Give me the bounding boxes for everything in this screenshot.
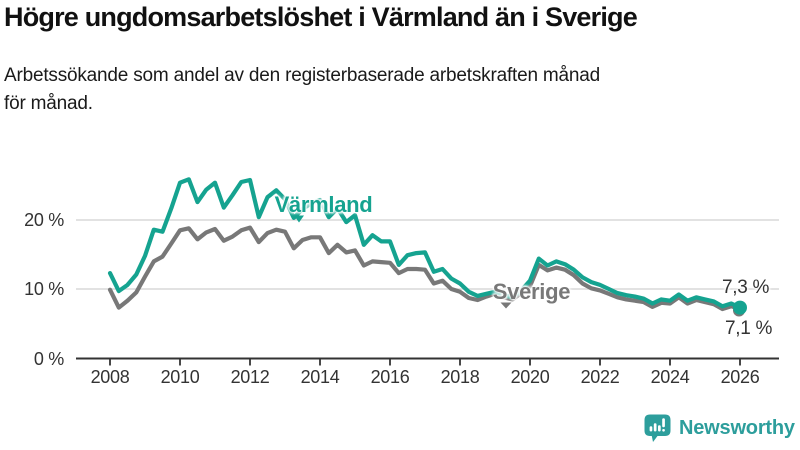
subtitle-line-2: för månad. — [4, 93, 93, 114]
x-axis-label: 2008 — [90, 367, 130, 387]
end-dot-varmland — [733, 300, 747, 315]
x-axis-label: 2022 — [580, 367, 620, 387]
series-line-vrmland — [107, 177, 743, 310]
chart-title: Högre ungdomsarbetslöshet i Värmland än … — [4, 2, 638, 32]
varmland-label-pointer — [294, 215, 304, 223]
sverige-label-pointer — [500, 302, 512, 309]
end-value-varmland: 7,3 % — [722, 277, 770, 298]
end-value-sverige: 7,1 % — [725, 318, 773, 339]
x-axis-label: 2010 — [160, 367, 200, 387]
brand-name: Newsworthy — [679, 417, 795, 439]
y-axis-label-0: 0 % — [33, 349, 64, 369]
newsworthy-logo-icon — [644, 414, 671, 442]
y-axis-label-10: 10 % — [24, 279, 64, 299]
x-axis-label: 2018 — [440, 367, 480, 387]
x-axis-label: 2024 — [650, 367, 690, 387]
y-axis-label-20: 20 % — [24, 210, 64, 230]
x-axis-label: 2020 — [510, 367, 550, 387]
chart-subtitle: Arbetssökande som andel av den registerb… — [4, 62, 600, 118]
subtitle-line-1: Arbetssökande som andel av den registerb… — [4, 65, 601, 86]
x-axis-label: 2016 — [370, 367, 410, 387]
newsworthy-brand: Newsworthy — [644, 414, 795, 443]
series-label-sverige: Sverige — [492, 279, 571, 304]
x-axis-label: 2012 — [230, 367, 270, 387]
series-line-sverige — [107, 225, 743, 312]
x-axis-label: 2026 — [720, 367, 760, 387]
x-axis-label: 2014 — [300, 367, 340, 387]
series-label-varmland: Värmland — [274, 192, 373, 217]
